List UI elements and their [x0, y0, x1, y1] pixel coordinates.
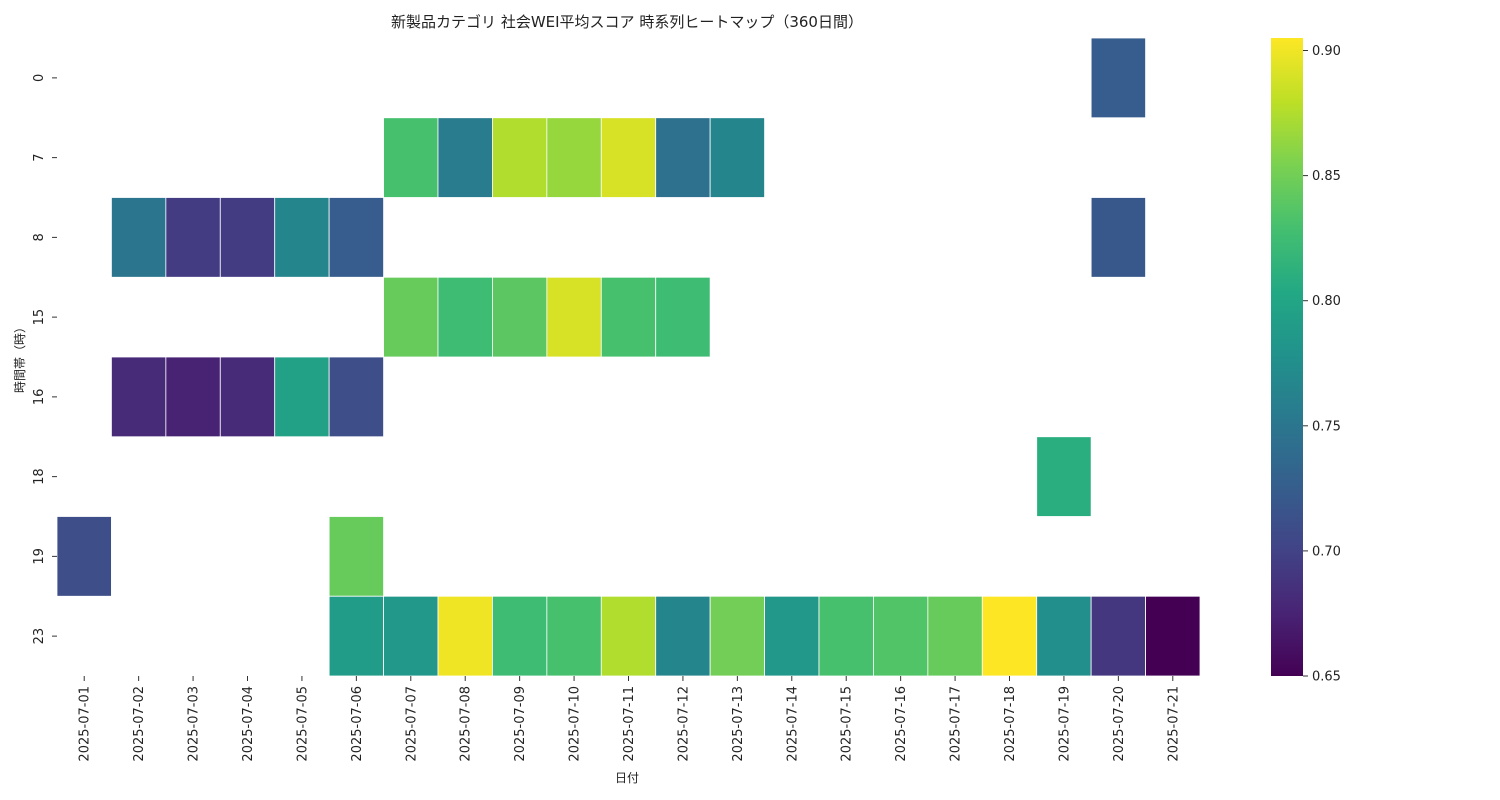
heatmap-cell — [1090, 595, 1146, 677]
x-tick-label: 2025-07-19 — [1057, 686, 1072, 762]
colorbar-tick-label: 0.65 — [1312, 670, 1341, 685]
y-tick-label: 18 — [32, 468, 47, 485]
x-tick-label: 2025-07-11 — [622, 686, 637, 762]
y-tick-label: 0 — [32, 74, 47, 82]
heatmap-cell — [764, 595, 820, 677]
heatmap-cell — [111, 356, 167, 438]
x-tick-label: 2025-07-07 — [404, 686, 419, 762]
heatmap-cell — [709, 595, 765, 677]
y-axis: 0 7 8 15 16 18 19 23 — [32, 74, 57, 645]
heatmap-cell — [981, 595, 1038, 677]
x-tick-label: 2025-07-20 — [1112, 686, 1127, 762]
x-tick-label: 2025-07-14 — [785, 686, 800, 762]
heatmap-cell — [56, 516, 112, 597]
heatmap-cell — [655, 276, 711, 358]
x-tick-label: 2025-07-09 — [513, 686, 528, 762]
y-tick-label: 8 — [32, 233, 47, 241]
heatmap-cell — [1036, 436, 1092, 517]
x-tick-label: 2025-07-17 — [949, 686, 964, 762]
heatmap-cell — [873, 595, 929, 677]
x-tick-label: 2025-07-13 — [731, 686, 746, 762]
heatmap-cell — [437, 276, 493, 358]
heatmap-cell — [655, 595, 711, 677]
heatmap-cell — [111, 197, 167, 278]
heatmap-cell — [1090, 197, 1146, 278]
x-tick-label: 2025-07-16 — [894, 686, 909, 762]
x-tick-label: 2025-07-12 — [676, 686, 691, 762]
y-tick-label: 23 — [32, 628, 47, 645]
x-tick-label: 2025-07-08 — [459, 686, 474, 762]
heatmap-cell — [492, 276, 548, 358]
y-tick-label: 15 — [32, 309, 47, 326]
x-tick-label: 2025-07-21 — [1166, 686, 1181, 762]
colorbar-tick-label: 0.85 — [1312, 169, 1341, 184]
heatmap-cell — [165, 356, 221, 438]
heatmap-cell — [383, 595, 439, 677]
heatmap-cell — [328, 516, 384, 597]
colorbar-tick-label: 0.70 — [1312, 544, 1341, 559]
x-tick-label: 2025-07-10 — [568, 686, 583, 762]
x-tick-label: 2025-07-05 — [295, 686, 310, 762]
heatmap-cell — [492, 117, 548, 198]
x-axis-title: 日付 — [615, 771, 639, 785]
colorbar-tick-label: 0.90 — [1312, 44, 1341, 59]
heatmap-cell — [274, 356, 330, 438]
heatmap-cell — [927, 595, 983, 677]
heatmap-cell — [600, 595, 657, 677]
heatmap-cell — [383, 117, 439, 198]
heatmap-cell — [1145, 595, 1201, 677]
y-tick-label: 16 — [32, 389, 47, 406]
heatmap-cell — [546, 276, 602, 358]
heatmap-cell — [219, 197, 276, 278]
heatmap-cell — [1090, 37, 1146, 119]
chart-title: 新製品カテゴリ 社会WEI平均スコア 時系列ヒートマップ（360日間） — [391, 13, 863, 31]
x-tick-label: 2025-07-02 — [132, 686, 147, 762]
heatmap-cell — [437, 117, 493, 198]
x-tick-label: 2025-07-03 — [187, 686, 202, 762]
heatmap-cells — [56, 37, 1201, 677]
heatmap-cell — [492, 595, 548, 677]
y-tick-label: 19 — [32, 548, 47, 565]
heatmap-cell — [383, 276, 439, 358]
heatmap-cell — [818, 595, 874, 677]
heatmap-cell — [1036, 595, 1092, 677]
x-tick-label: 2025-07-01 — [78, 686, 93, 762]
heatmap-cell — [546, 595, 602, 677]
heatmap-cell — [328, 595, 384, 677]
colorbar: 0.65 0.70 0.75 0.80 0.85 0.90 — [1271, 38, 1341, 685]
x-tick-label: 2025-07-18 — [1003, 686, 1018, 762]
heatmap-cell — [600, 276, 657, 358]
heatmap-cell — [219, 356, 276, 438]
y-axis-title: 時間帯（時） — [13, 321, 27, 393]
heatmap-cell — [546, 117, 602, 198]
colorbar-tick-label: 0.80 — [1312, 294, 1341, 309]
x-axis: 2025-07-01 2025-07-02 2025-07-03 2025-07-04… — [78, 676, 1181, 762]
heatmap-cell — [655, 117, 711, 198]
colorbar-gradient — [1271, 38, 1303, 676]
heatmap-cell — [709, 117, 765, 198]
x-tick-label: 2025-07-06 — [350, 686, 365, 762]
heatmap-cell — [328, 356, 384, 438]
colorbar-tick-label: 0.75 — [1312, 419, 1341, 434]
x-tick-label: 2025-07-15 — [840, 686, 855, 762]
y-tick-label: 7 — [32, 153, 47, 161]
heatmap-cell — [274, 197, 330, 278]
x-tick-label: 2025-07-04 — [241, 686, 256, 762]
heatmap-cell — [437, 595, 493, 677]
heatmap-cell — [600, 117, 657, 198]
heatmap-cell — [165, 197, 221, 278]
heatmap-cell — [328, 197, 384, 278]
